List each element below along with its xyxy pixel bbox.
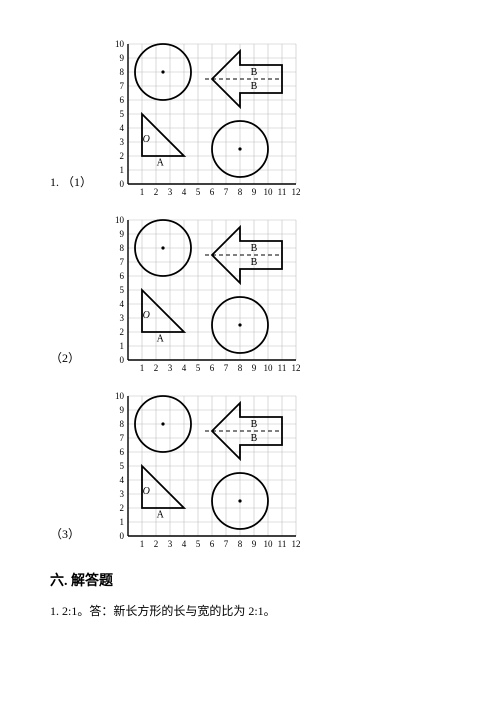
svg-text:10: 10 bbox=[264, 187, 274, 197]
svg-text:11: 11 bbox=[278, 187, 287, 197]
svg-text:5: 5 bbox=[120, 109, 125, 119]
svg-text:6: 6 bbox=[210, 187, 215, 197]
svg-text:1: 1 bbox=[120, 341, 125, 351]
svg-text:2: 2 bbox=[154, 539, 159, 549]
svg-text:4: 4 bbox=[120, 475, 125, 485]
svg-text:7: 7 bbox=[120, 257, 125, 267]
figure-block: （3）123456789101112012345678910BBOA bbox=[50, 392, 450, 550]
svg-text:6: 6 bbox=[210, 363, 215, 373]
svg-text:7: 7 bbox=[120, 433, 125, 443]
svg-text:5: 5 bbox=[196, 539, 201, 549]
grid-diagram: 123456789101112012345678910BBOA bbox=[110, 216, 300, 374]
svg-text:3: 3 bbox=[168, 539, 173, 549]
svg-text:3: 3 bbox=[120, 137, 125, 147]
svg-text:9: 9 bbox=[252, 539, 257, 549]
svg-text:1: 1 bbox=[140, 539, 145, 549]
figure-block: 1. （1）123456789101112012345678910BBOA bbox=[50, 40, 450, 198]
svg-text:1: 1 bbox=[120, 517, 125, 527]
svg-text:A: A bbox=[157, 333, 165, 344]
svg-text:5: 5 bbox=[196, 187, 201, 197]
svg-text:5: 5 bbox=[120, 285, 125, 295]
grid-diagram: 123456789101112012345678910BBOA bbox=[110, 392, 300, 550]
svg-text:12: 12 bbox=[292, 363, 301, 373]
svg-text:2: 2 bbox=[154, 363, 159, 373]
svg-text:11: 11 bbox=[278, 539, 287, 549]
svg-text:A: A bbox=[157, 509, 165, 520]
svg-text:6: 6 bbox=[210, 539, 215, 549]
svg-text:4: 4 bbox=[182, 187, 187, 197]
figure-block: （2）123456789101112012345678910BBOA bbox=[50, 216, 450, 374]
svg-text:5: 5 bbox=[120, 461, 125, 471]
svg-text:2: 2 bbox=[154, 187, 159, 197]
svg-text:B: B bbox=[251, 433, 258, 444]
svg-text:A: A bbox=[157, 157, 165, 168]
svg-text:7: 7 bbox=[224, 539, 229, 549]
svg-text:8: 8 bbox=[120, 67, 125, 77]
svg-text:1: 1 bbox=[140, 363, 145, 373]
svg-text:1: 1 bbox=[140, 187, 145, 197]
svg-text:9: 9 bbox=[252, 363, 257, 373]
svg-text:8: 8 bbox=[120, 243, 125, 253]
svg-text:12: 12 bbox=[292, 187, 301, 197]
svg-text:4: 4 bbox=[182, 539, 187, 549]
svg-text:8: 8 bbox=[238, 539, 243, 549]
figure-label: （3） bbox=[50, 525, 110, 550]
figure-label: （2） bbox=[50, 349, 110, 374]
svg-text:B: B bbox=[251, 419, 258, 430]
section-heading: 六. 解答题 bbox=[50, 570, 450, 590]
svg-text:2: 2 bbox=[120, 503, 125, 513]
svg-text:3: 3 bbox=[168, 187, 173, 197]
svg-text:1: 1 bbox=[120, 165, 125, 175]
svg-text:3: 3 bbox=[120, 313, 125, 323]
svg-text:10: 10 bbox=[115, 40, 125, 49]
svg-text:9: 9 bbox=[120, 405, 125, 415]
svg-text:6: 6 bbox=[120, 271, 125, 281]
answer-line: 1. 2:1。答：新长方形的长与宽的比为 2:1。 bbox=[50, 602, 450, 619]
svg-text:9: 9 bbox=[120, 53, 125, 63]
svg-text:4: 4 bbox=[120, 299, 125, 309]
svg-text:B: B bbox=[251, 81, 258, 92]
svg-text:4: 4 bbox=[120, 123, 125, 133]
svg-text:7: 7 bbox=[224, 187, 229, 197]
svg-text:O: O bbox=[143, 134, 150, 145]
svg-text:9: 9 bbox=[252, 187, 257, 197]
svg-text:10: 10 bbox=[264, 363, 274, 373]
svg-text:4: 4 bbox=[182, 363, 187, 373]
svg-text:8: 8 bbox=[238, 363, 243, 373]
svg-text:8: 8 bbox=[120, 419, 125, 429]
svg-text:10: 10 bbox=[264, 539, 274, 549]
svg-text:0: 0 bbox=[120, 531, 125, 541]
svg-text:9: 9 bbox=[120, 229, 125, 239]
svg-text:12: 12 bbox=[292, 539, 301, 549]
svg-text:2: 2 bbox=[120, 151, 125, 161]
svg-text:5: 5 bbox=[196, 363, 201, 373]
svg-text:6: 6 bbox=[120, 95, 125, 105]
svg-text:B: B bbox=[251, 257, 258, 268]
svg-text:10: 10 bbox=[115, 216, 125, 225]
figure-label: 1. （1） bbox=[50, 173, 110, 198]
svg-text:0: 0 bbox=[120, 355, 125, 365]
svg-text:0: 0 bbox=[120, 179, 125, 189]
svg-text:10: 10 bbox=[115, 392, 125, 401]
svg-text:7: 7 bbox=[224, 363, 229, 373]
svg-text:B: B bbox=[251, 67, 258, 78]
svg-text:3: 3 bbox=[168, 363, 173, 373]
svg-text:6: 6 bbox=[120, 447, 125, 457]
svg-text:8: 8 bbox=[238, 187, 243, 197]
grid-diagram: 123456789101112012345678910BBOA bbox=[110, 40, 300, 198]
svg-text:O: O bbox=[143, 486, 150, 497]
svg-text:7: 7 bbox=[120, 81, 125, 91]
svg-text:B: B bbox=[251, 243, 258, 254]
svg-text:2: 2 bbox=[120, 327, 125, 337]
svg-text:3: 3 bbox=[120, 489, 125, 499]
svg-text:O: O bbox=[143, 310, 150, 321]
svg-text:11: 11 bbox=[278, 363, 287, 373]
